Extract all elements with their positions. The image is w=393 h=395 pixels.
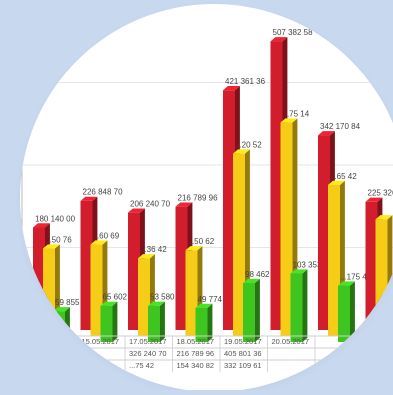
data-label: 226 848 70	[83, 188, 124, 197]
bar-side	[255, 279, 260, 342]
table-cell: ...75 42	[129, 361, 154, 370]
x-tick-label: 17.05.2017	[129, 337, 167, 346]
data-label: 342 170 84	[320, 122, 361, 131]
data-label: 216 789 96	[178, 193, 219, 202]
x-tick-label: 19.05.2017	[224, 337, 262, 346]
data-label: ...65 42	[330, 172, 357, 181]
data-label: ...60 69	[93, 231, 120, 240]
data-label: 421 361 36	[225, 77, 266, 86]
data-label: ...50 62	[188, 237, 215, 246]
bar	[291, 274, 303, 342]
bar	[338, 286, 350, 342]
table-cell: 405 801 36	[224, 349, 262, 358]
data-label: ...36 42	[140, 245, 167, 254]
table-cell: 326 240 70	[129, 349, 167, 358]
bar-side	[388, 215, 393, 336]
x-tick-label: 15.05.2017	[82, 337, 120, 346]
bar	[243, 283, 255, 342]
table-cell: 154 340 82	[177, 361, 215, 370]
data-label: 206 240 70	[130, 199, 171, 208]
table-cell: 332 109 61	[224, 361, 262, 370]
table-cell: 216 789 96	[177, 349, 215, 358]
x-tick-label: 20.05.2017	[272, 337, 310, 346]
x-tick-label: 18.05.2017	[177, 337, 215, 346]
data-label: ...20 52	[235, 140, 262, 149]
data-label: ...50 76	[45, 235, 72, 244]
data-label: ...75 14	[283, 109, 310, 118]
data-label: 180 140 00	[35, 214, 76, 223]
data-label: 507 382 58	[273, 28, 314, 37]
bar-side	[303, 269, 308, 342]
data-label: 225 326	[368, 189, 393, 198]
